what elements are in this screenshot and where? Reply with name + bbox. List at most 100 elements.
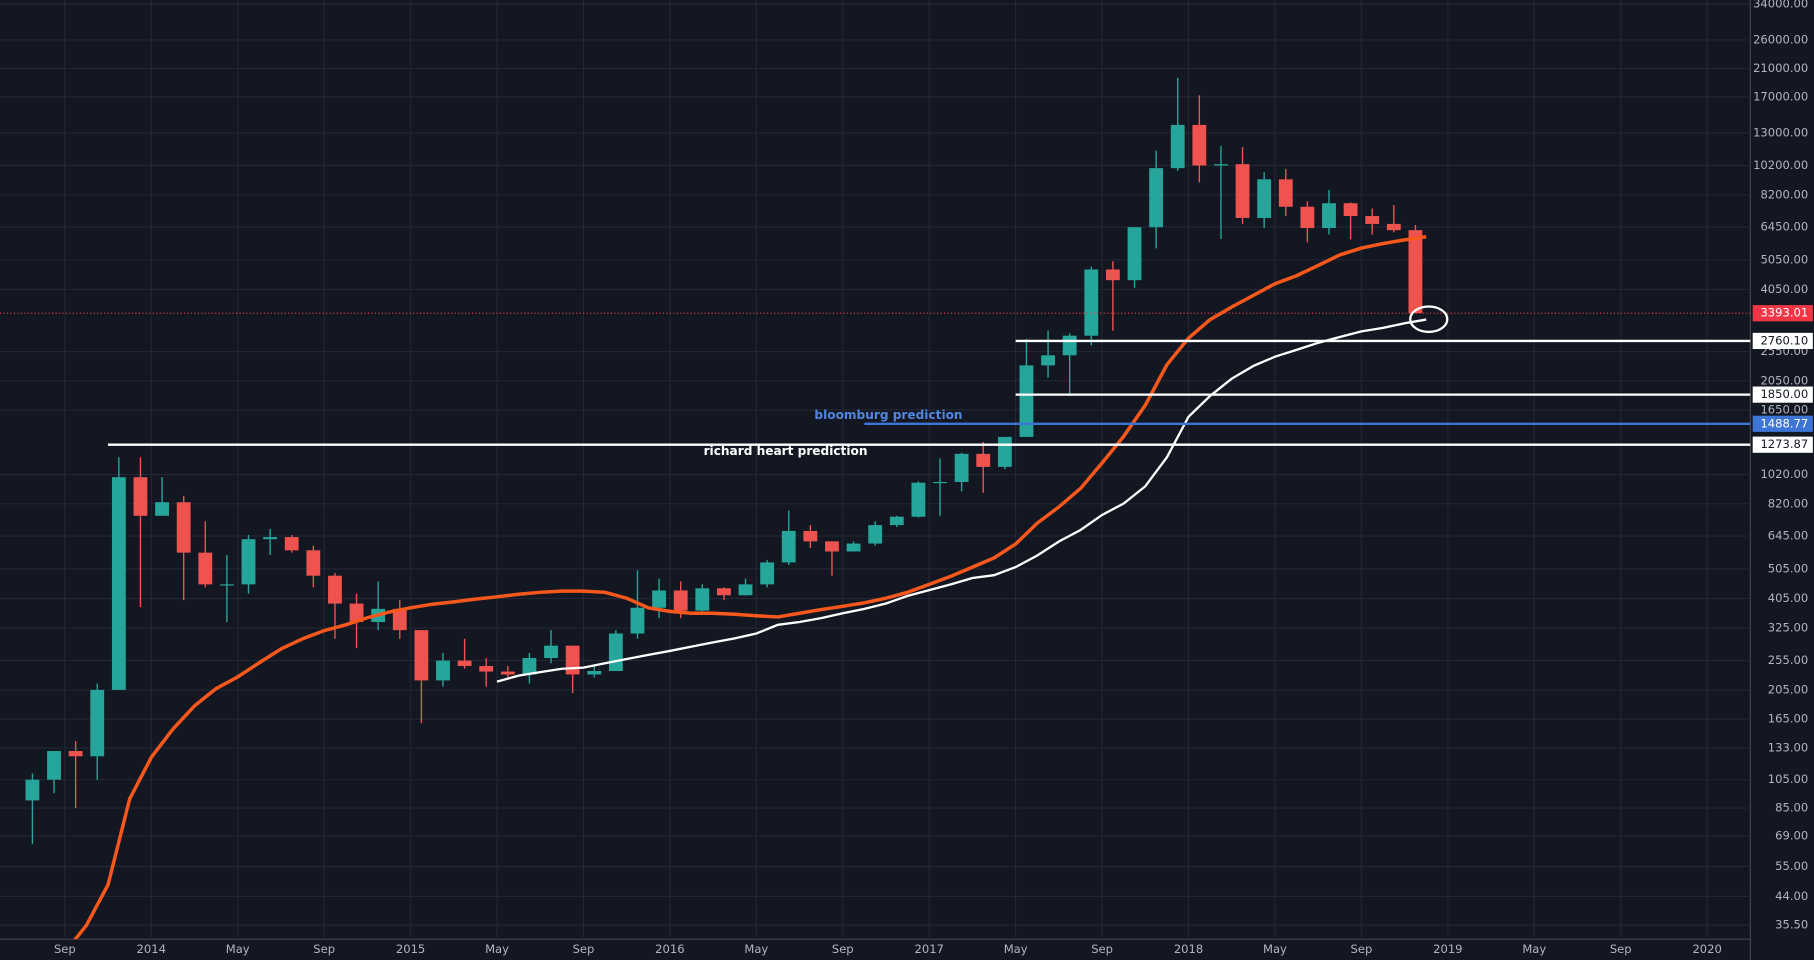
- y-tick-label: 69.00: [1775, 829, 1808, 843]
- candle-body: [133, 477, 148, 516]
- candle-body: [68, 751, 83, 757]
- grid: [0, 0, 1751, 940]
- x-tick-label: Sep: [54, 942, 76, 956]
- level-label-box: [1752, 332, 1813, 350]
- candle-body: [1041, 355, 1055, 366]
- y-tick-label: 35.50: [1775, 918, 1808, 932]
- candle-body: [1300, 206, 1315, 229]
- candle-body: [1019, 365, 1034, 437]
- y-tick-label: 85.00: [1775, 801, 1808, 815]
- y-tick-label: 105.00: [1768, 772, 1808, 786]
- y-tick-label: 8200.00: [1760, 187, 1808, 201]
- candle-body: [825, 541, 839, 552]
- candle-body: [176, 502, 191, 553]
- candle-body: [111, 477, 126, 690]
- candle-body: [306, 550, 321, 576]
- candle-body: [933, 481, 947, 484]
- y-tick-label: 6450.00: [1760, 220, 1808, 234]
- candle-body: [219, 584, 234, 586]
- candle-body: [414, 630, 429, 681]
- y-tick-label: 405.00: [1768, 591, 1808, 605]
- highlight-circle: [1409, 305, 1449, 334]
- x-tick-label: Sep: [1610, 942, 1632, 956]
- candle-body: [673, 590, 688, 611]
- candle-body: [392, 608, 407, 631]
- y-tick-label: 44.00: [1775, 889, 1808, 903]
- x-tick-label: 2019: [1433, 942, 1462, 956]
- candle-body: [1365, 216, 1380, 224]
- candle-body: [717, 588, 731, 596]
- y-tick-label: 17000.00: [1753, 89, 1808, 103]
- y-tick-label: 820.00: [1768, 496, 1808, 510]
- candle-body: [1214, 164, 1228, 166]
- candle-body: [25, 779, 40, 801]
- y-tick-label: 10200.00: [1753, 158, 1808, 172]
- moving-average: [496, 318, 1427, 683]
- y-tick-label: 1020.00: [1760, 467, 1808, 481]
- candle-body: [1235, 164, 1250, 218]
- y-tick-label: 205.00: [1768, 682, 1808, 696]
- candle-body: [565, 645, 580, 675]
- level-label: 2760.10: [1760, 333, 1808, 347]
- candle-body: [1408, 230, 1423, 314]
- candle-body: [652, 590, 667, 608]
- candle-body: [630, 607, 645, 634]
- candle-body: [47, 751, 61, 780]
- x-tick-label: May: [1522, 942, 1546, 956]
- candle-body: [1127, 227, 1142, 281]
- candle-body: [349, 603, 364, 622]
- candle-body: [241, 539, 256, 585]
- x-tick-label: 2020: [1692, 942, 1721, 956]
- x-tick-label: May: [485, 942, 509, 956]
- y-tick-label: 133.00: [1768, 740, 1808, 754]
- last-price-label: 3393.01: [1760, 306, 1808, 320]
- candle-body: [889, 516, 904, 526]
- level-label: 1850.00: [1760, 387, 1808, 401]
- candle-body: [522, 657, 537, 675]
- candle-body: [997, 436, 1012, 467]
- level-label-box: [1752, 386, 1813, 403]
- candle-body: [436, 660, 450, 681]
- x-tick-label: Sep: [313, 942, 335, 956]
- y-tick-label: 13000.00: [1753, 125, 1808, 139]
- y-tick-label: 505.00: [1768, 561, 1808, 575]
- x-tick-label: 2016: [655, 942, 684, 956]
- candle-body: [738, 584, 753, 596]
- candle-body: [90, 689, 105, 757]
- candle-body: [587, 670, 602, 675]
- level-annotation: richard heart prediction: [704, 444, 868, 458]
- candle-body: [803, 530, 818, 542]
- candle-body: [479, 665, 494, 672]
- x-tick-label: May: [226, 942, 250, 956]
- level-annotation: bloomburg prediction: [814, 408, 962, 422]
- y-tick-label: 1650.00: [1760, 402, 1808, 416]
- x-tick-label: May: [1263, 942, 1287, 956]
- candle-body: [1062, 335, 1077, 356]
- candle-body: [263, 537, 278, 540]
- y-tick-label: 5050.00: [1760, 252, 1808, 266]
- y-tick-label: 21000.00: [1753, 61, 1808, 75]
- plot: [0, 77, 1751, 940]
- candle-body: [1322, 203, 1336, 229]
- candle-body: [1084, 269, 1099, 336]
- candle-body: [868, 525, 883, 544]
- axes: 34000.00 26000.00 21000.00 17000.00 13000.00…: [54, 0, 1813, 956]
- candle-body: [198, 552, 213, 585]
- y-tick-label: 255.00: [1768, 653, 1808, 667]
- y-tick-label: 325.00: [1768, 621, 1808, 635]
- candle-body: [1278, 179, 1293, 207]
- candle-body: [155, 502, 169, 516]
- y-tick-label: 55.00: [1775, 859, 1808, 873]
- x-tick-label: Sep: [1351, 942, 1373, 956]
- candle-body: [500, 671, 515, 675]
- y-tick-label: 165.00: [1768, 712, 1808, 726]
- x-tick-label: 2015: [396, 942, 425, 956]
- candle-body: [457, 660, 472, 666]
- y-tick-label: 4050.00: [1760, 282, 1808, 296]
- candle-body: [781, 530, 796, 563]
- candle-body: [328, 575, 342, 604]
- candle-body: [284, 537, 299, 551]
